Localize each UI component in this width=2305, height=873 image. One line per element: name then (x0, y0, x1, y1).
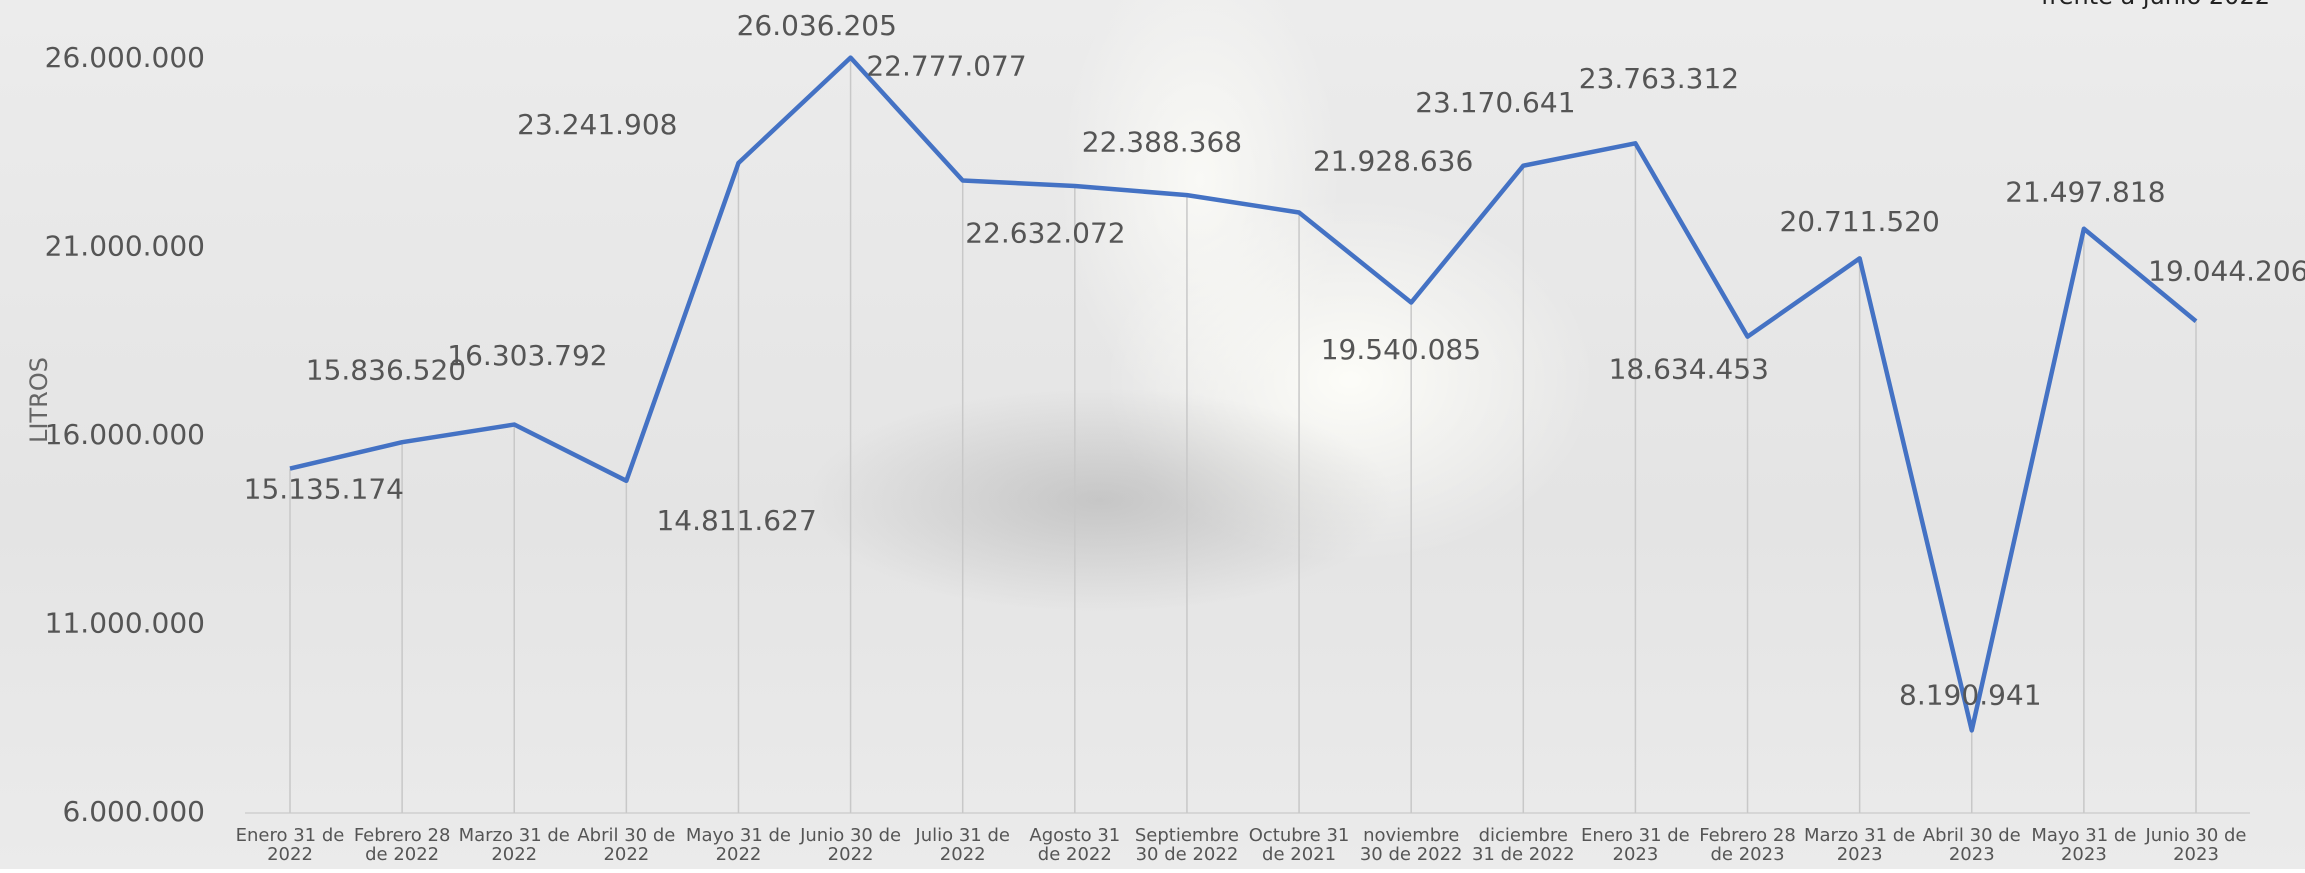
x-tick-label: Octubre 31 de 2021 (1243, 826, 1355, 864)
data-label: 22.388.368 (1082, 126, 1242, 159)
x-tick-label: Junio 30 de 2023 (2140, 826, 2252, 864)
x-tick-label: noviembre 30 de 2022 (1355, 826, 1467, 864)
y-tick-label: 6.000.000 (62, 795, 205, 828)
data-label: 22.777.077 (866, 49, 1026, 82)
y-tick-label: 26.000.000 (45, 41, 205, 74)
data-label: 23.241.908 (517, 108, 677, 141)
x-tick-label: Marzo 31 de 2022 (458, 826, 570, 864)
data-label: 23.170.641 (1415, 86, 1575, 119)
x-tick-label: Julio 31 de 2022 (907, 826, 1019, 864)
data-label: 20.711.520 (1779, 205, 1939, 238)
x-tick-label: Mayo 31 de 2023 (2028, 826, 2140, 864)
x-tick-label: Enero 31 de 2023 (1579, 826, 1691, 864)
x-tick-label: Enero 31 de 2022 (234, 826, 346, 864)
chart: frente a junio 2022 LITROS 6.000.00011.0… (0, 0, 2305, 869)
data-label: 8.190.941 (1899, 679, 2042, 712)
data-label: 22.632.072 (965, 216, 1125, 249)
x-tick-label: Febrero 28 de 2023 (1692, 826, 1804, 864)
data-label: 14.811.627 (656, 504, 816, 537)
x-tick-label: Marzo 31 de 2023 (1804, 826, 1916, 864)
y-tick-label: 16.000.000 (45, 418, 205, 451)
x-tick-label: Abril 30 de 2023 (1916, 826, 2028, 864)
data-label: 19.044.206 (2148, 255, 2305, 288)
chart-svg: frente a junio 2022 LITROS 6.000.00011.0… (0, 0, 2305, 869)
x-tick-label: Septiembre 30 de 2022 (1131, 826, 1243, 864)
data-label: 26.036.205 (737, 9, 897, 42)
x-tick-label: diciembre 31 de 2022 (1467, 826, 1579, 864)
y-tick-label: 21.000.000 (45, 230, 205, 263)
x-tick-label: Junio 30 de 2022 (795, 826, 907, 864)
annotation: frente a junio 2022 (2041, 0, 2270, 10)
data-label: 15.135.174 (244, 473, 404, 506)
x-tick-label: Agosto 31 de 2022 (1019, 826, 1131, 864)
data-label: 19.540.085 (1321, 333, 1481, 366)
series-line (290, 58, 2196, 731)
data-label: 16.303.792 (447, 339, 607, 372)
data-label: 21.497.818 (2005, 175, 2165, 208)
data-label: 21.928.636 (1313, 145, 1473, 178)
x-tick-label: Febrero 28 de 2022 (346, 826, 458, 864)
x-tick-label: Mayo 31 de 2022 (682, 826, 794, 864)
y-tick-label: 11.000.000 (45, 607, 205, 640)
data-label: 18.634.453 (1609, 352, 1769, 385)
data-label: 15.836.520 (306, 354, 466, 387)
data-label: 23.763.312 (1579, 62, 1739, 95)
x-tick-label: Abril 30 de 2022 (570, 826, 682, 864)
